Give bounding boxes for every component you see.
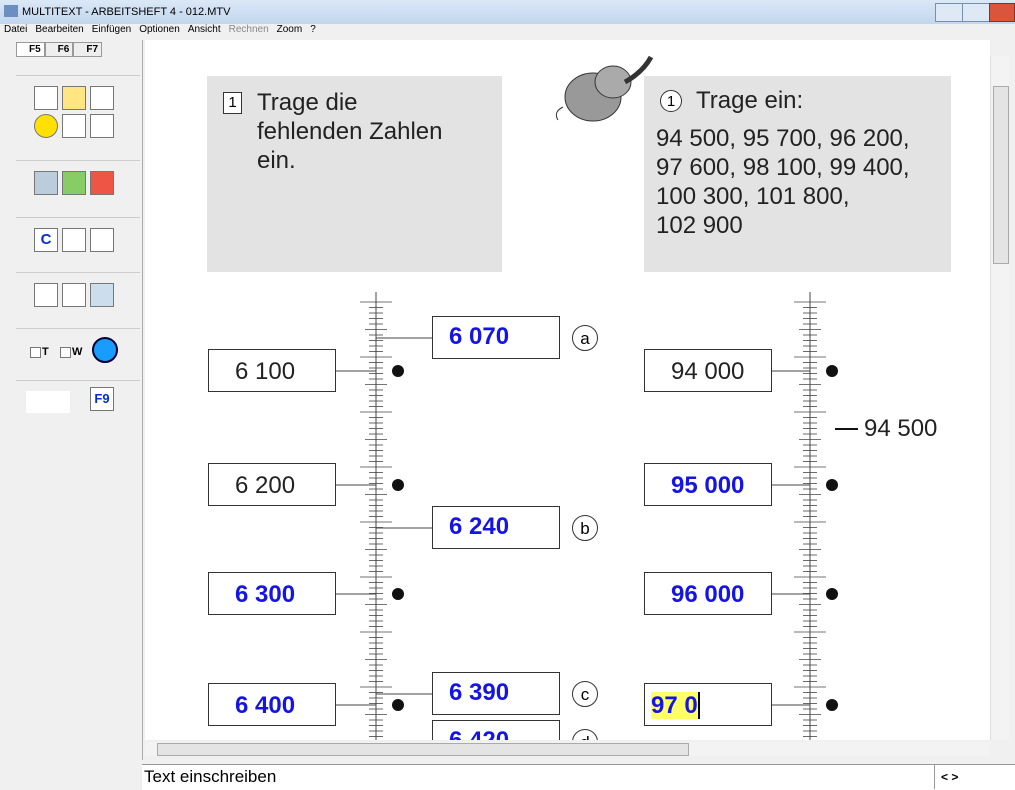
menu-item[interactable]: ?: [310, 24, 316, 35]
text-line: 100 300, 101 800,: [656, 182, 910, 211]
marker-dot: [826, 699, 838, 711]
spin-field[interactable]: [26, 391, 70, 413]
close-button[interactable]: [989, 3, 1015, 22]
field-group: F9: [16, 380, 140, 423]
file-group: [16, 75, 140, 152]
checkbox-label: W: [72, 346, 82, 358]
preview-button[interactable]: [62, 114, 86, 138]
checkbox-w[interactable]: [60, 347, 71, 358]
marker-dot: [392, 479, 404, 491]
status-text: Text einschreiben: [144, 765, 276, 789]
title-bar: MULTITEXT - ARBEITSHEFT 4 - 012.MTV: [0, 0, 1015, 24]
picture-button[interactable]: [62, 171, 86, 195]
answer-box[interactable]: 6 240: [432, 506, 560, 549]
vertical-scrollbar[interactable]: [990, 56, 1009, 740]
print-button[interactable]: [90, 114, 114, 138]
text-line: 94 500, 95 700, 96 200,: [656, 124, 910, 153]
marker-dot: [392, 588, 404, 600]
menu-bar: Datei Bearbeiten Einfügen Optionen Ansicht Re…: [0, 24, 1015, 39]
edit-group: C: [16, 217, 140, 270]
image-group: [16, 160, 140, 213]
scan-button[interactable]: [34, 171, 58, 195]
back-button[interactable]: [34, 283, 58, 307]
number-box[interactable]: 6 300: [208, 572, 336, 615]
forward-button[interactable]: [62, 283, 86, 307]
number-box[interactable]: 6 200: [208, 463, 336, 506]
task-number: 1: [660, 90, 682, 112]
save-button[interactable]: [90, 86, 114, 110]
marker-label: 94 500: [864, 414, 937, 443]
horizontal-scrollbar[interactable]: [145, 742, 990, 756]
arrow-button[interactable]: [90, 228, 114, 252]
answer-box[interactable]: 6 420: [432, 720, 560, 740]
task-number: 1: [223, 92, 242, 114]
marker-dot: [826, 588, 838, 600]
number-box[interactable]: 95 000: [644, 463, 772, 506]
number-box[interactable]: 6 100: [208, 349, 336, 392]
check-group: T W: [16, 328, 140, 381]
text-line: Trage die: [257, 88, 442, 117]
calculator-button[interactable]: [90, 283, 114, 307]
marker-dot: [826, 479, 838, 491]
number-box[interactable]: 96 000: [644, 572, 772, 615]
menu-item[interactable]: Zoom: [277, 24, 303, 35]
scroll-thumb[interactable]: [993, 86, 1009, 264]
circle-tool[interactable]: [92, 337, 118, 363]
window-title: MULTITEXT - ARBEITSHEFT 4 - 012.MTV: [22, 6, 230, 18]
text-line: fehlenden Zahlen: [257, 117, 442, 146]
answer-label: b: [572, 515, 598, 541]
number-box[interactable]: 6 400: [208, 683, 336, 726]
status-bar: Text einschreiben < >: [142, 764, 1015, 790]
marker-dot: [392, 699, 404, 711]
scroll-thumb[interactable]: [157, 743, 689, 756]
elephant-illustration: [553, 52, 653, 132]
task-text: 94 500, 95 700, 96 200,97 600, 98 100, 9…: [656, 124, 910, 240]
selected-text: 97 0: [651, 692, 700, 719]
task-heading: Trage ein:: [696, 86, 803, 115]
tab[interactable]: F6: [45, 42, 74, 57]
nav-group: [16, 272, 140, 325]
marker-dot: [392, 365, 404, 377]
answer-box[interactable]: 6 390: [432, 672, 560, 715]
smiley-button[interactable]: [34, 114, 58, 138]
f9-button[interactable]: F9: [90, 387, 114, 411]
menu-item[interactable]: Einfügen: [92, 24, 131, 35]
text-line: 102 900: [656, 211, 910, 240]
answer-box[interactable]: 6 070: [432, 316, 560, 359]
app-window: {"window":{"title":"MULTITEXT - ARBEITSH…: [0, 0, 1015, 789]
maximize-button[interactable]: [962, 3, 990, 22]
open-button[interactable]: [62, 86, 86, 110]
copy-button[interactable]: C: [34, 228, 58, 252]
marker-dot: [826, 365, 838, 377]
number-box[interactable]: 94 000: [644, 349, 772, 392]
text-line: 97 600, 98 100, 99 400,: [656, 153, 910, 182]
answer-label: c: [572, 681, 598, 707]
menu-item[interactable]: Datei: [4, 24, 27, 35]
task-box: 1 Trage ein: 94 500, 95 700, 96 200,97 6…: [644, 76, 951, 272]
text-input[interactable]: 97 0: [644, 683, 772, 726]
app-icon: [4, 5, 18, 17]
answer-label: a: [572, 325, 598, 351]
minimize-button[interactable]: [935, 3, 963, 22]
new-button[interactable]: [34, 86, 58, 110]
menu-item[interactable]: Bearbeiten: [35, 24, 83, 35]
checkbox-label: T: [42, 346, 49, 358]
nav-arrows[interactable]: < >: [934, 765, 981, 789]
text-line: ein.: [257, 146, 442, 175]
tab[interactable]: F5: [16, 42, 45, 57]
checkbox-t[interactable]: [30, 347, 41, 358]
menu-item[interactable]: Ansicht: [188, 24, 221, 35]
puzzle-button[interactable]: [90, 171, 114, 195]
menu-item[interactable]: Optionen: [139, 24, 180, 35]
tab[interactable]: F7: [73, 42, 102, 57]
menu-item[interactable]: Rechnen: [229, 24, 269, 35]
frame-button[interactable]: [62, 228, 86, 252]
